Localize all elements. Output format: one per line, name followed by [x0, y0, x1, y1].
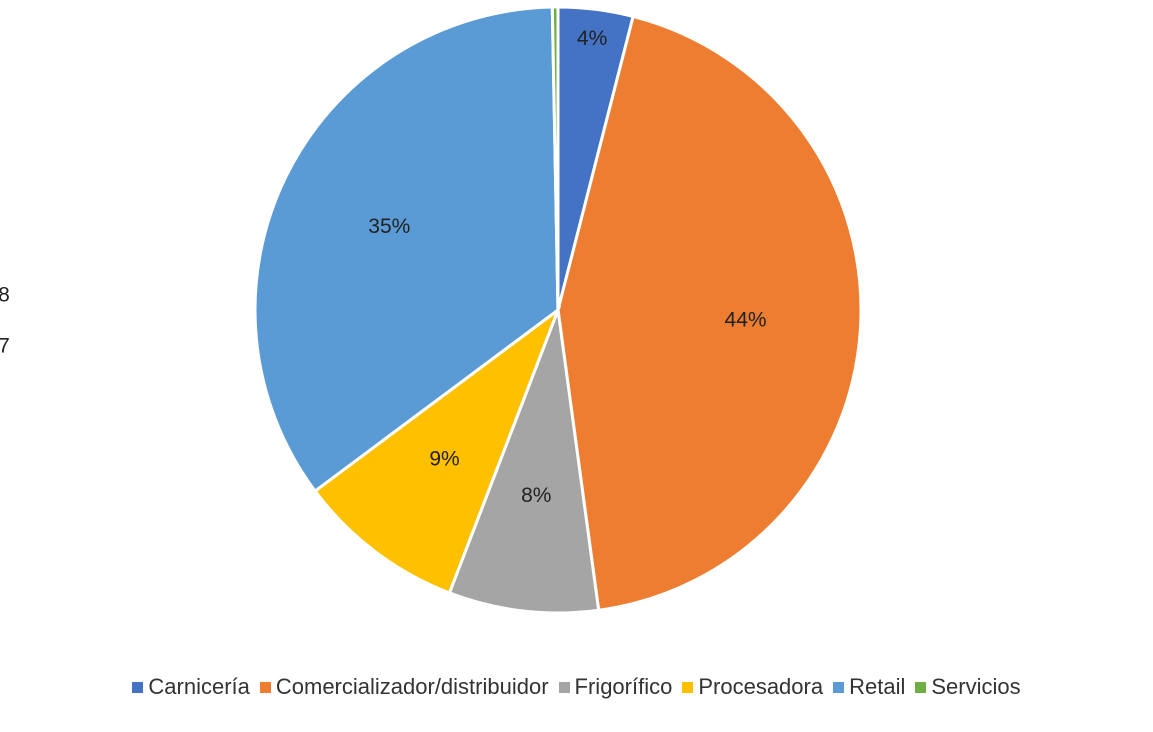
legend-label: Comercializador/distribuidor — [275, 674, 549, 699]
legend-label: Carnicería — [148, 674, 250, 699]
legend-item: Retail — [833, 674, 905, 700]
pie-slice — [550, 5, 560, 311]
pie-slice — [556, 14, 863, 612]
pie-slice — [253, 5, 560, 494]
legend-label: Retail — [849, 674, 906, 699]
legend-swatch — [259, 681, 271, 693]
legend-item: Frigorífico — [558, 674, 673, 700]
legend-item: Carnicería — [132, 674, 250, 700]
annotation: 8 — [0, 284, 10, 307]
data-label: 35% — [368, 215, 410, 238]
legend: Carnicería Comercializador/distribuidor Fr… — [0, 674, 1153, 700]
legend-label: Procesadora — [698, 674, 824, 699]
pie-slice — [312, 305, 562, 595]
legend-swatch — [132, 681, 144, 693]
legend-swatch — [833, 681, 845, 693]
legend-swatch — [915, 681, 927, 693]
legend-swatch — [682, 681, 694, 693]
legend-label: Frigorífico — [574, 674, 673, 699]
legend-item: Procesadora — [682, 674, 823, 700]
data-label: 9% — [429, 447, 459, 470]
legend-item: Servicios — [915, 674, 1021, 700]
data-label: 44% — [725, 308, 767, 331]
data-label: 8% — [521, 484, 551, 507]
legend-swatch — [558, 681, 570, 693]
annotation: 7 — [0, 335, 10, 358]
data-label: 4% — [577, 27, 607, 50]
pie-slice — [447, 309, 601, 615]
legend-label: Servicios — [931, 674, 1021, 699]
legend-item: Comercializador/distribuidor — [259, 674, 549, 700]
